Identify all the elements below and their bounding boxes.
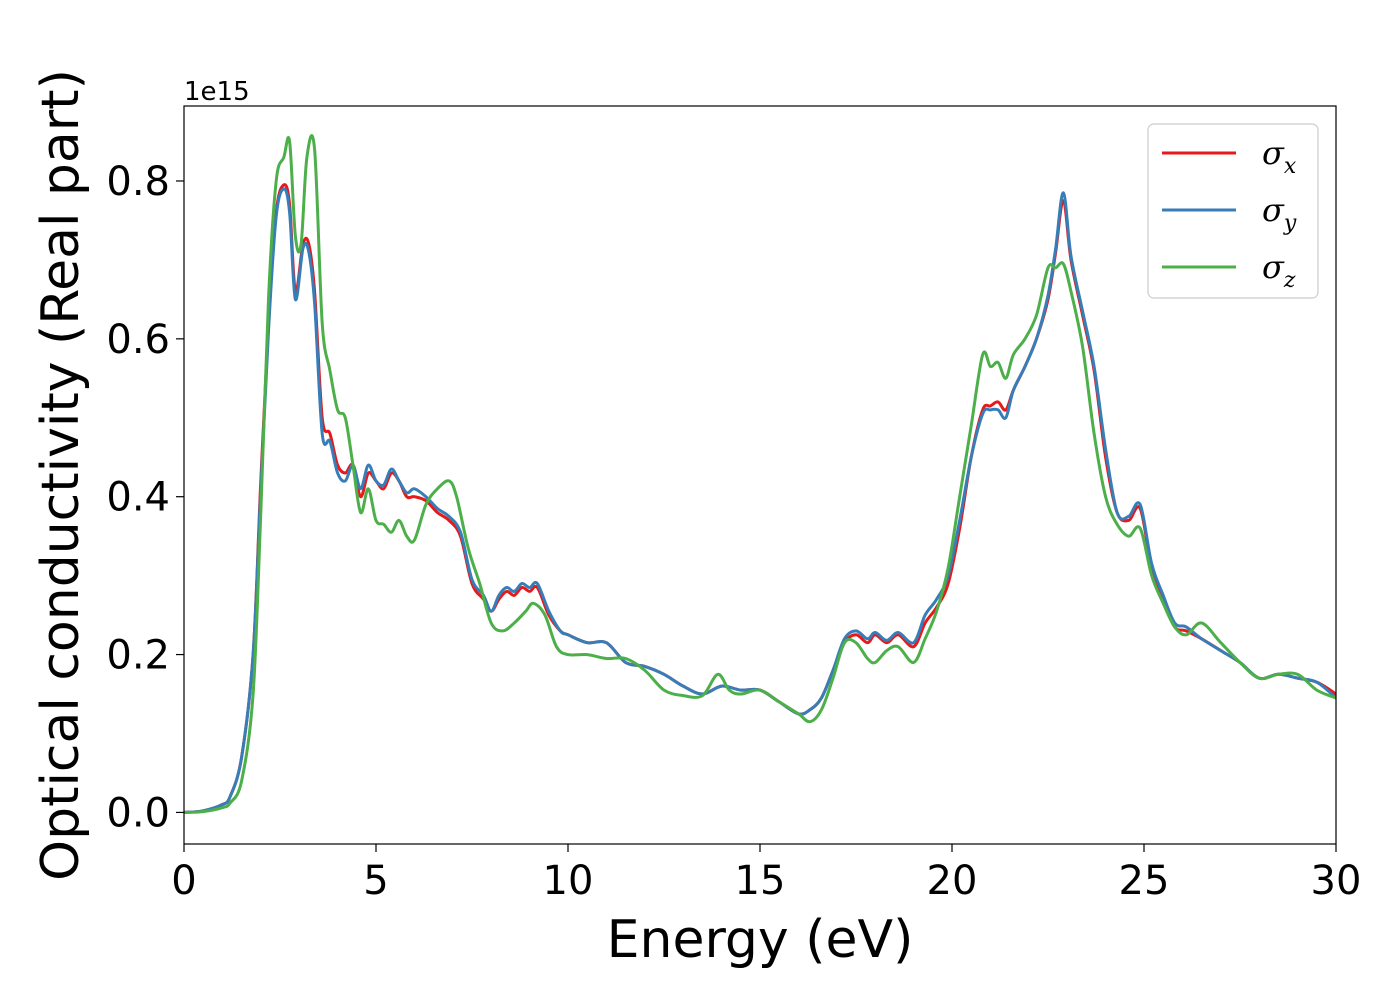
y-tick-label: 0.6 [106, 317, 170, 363]
series-line-y [184, 187, 1336, 814]
y-offset-label: 1e15 [184, 77, 250, 107]
y-tick-label: 0.2 [106, 633, 170, 679]
series-group [184, 134, 1336, 814]
x-tick-label: 25 [1119, 858, 1170, 904]
x-tick-label: 15 [735, 858, 786, 904]
legend-label-x: σx [1262, 134, 1297, 179]
y-tick-label: 0.8 [106, 159, 170, 205]
x-tick-label: 20 [927, 858, 978, 904]
legend-label-y: σy [1262, 191, 1297, 236]
x-tick-label: 0 [171, 858, 196, 904]
y-axis-ticks: 0.0 0.2 0.4 0.6 0.8 [106, 159, 184, 836]
x-axis-label: Energy (eV) [607, 910, 914, 970]
y-tick-label: 0.0 [106, 790, 170, 836]
y-axis-label: Optical conductivity (Real part) [31, 69, 91, 881]
x-tick-label: 5 [363, 858, 388, 904]
series-line-z [184, 134, 1336, 814]
x-tick-label: 30 [1311, 858, 1362, 904]
x-tick-label: 10 [543, 858, 594, 904]
x-axis-ticks: 0 5 10 15 20 25 30 [171, 844, 1361, 904]
y-tick-label: 0.4 [106, 475, 170, 521]
